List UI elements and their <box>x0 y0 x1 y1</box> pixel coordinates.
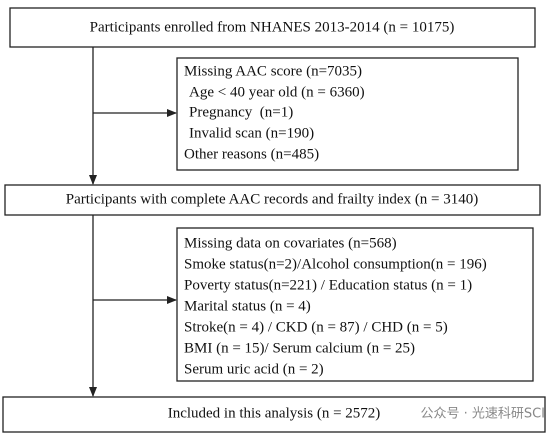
box-text: Serum uric acid (n = 2) <box>184 361 324 377</box>
box <box>176 57 519 171</box>
box <box>4 184 541 216</box>
box-text: Stroke(n = 4) / CKD (n = 87) / CHD (n = … <box>184 319 448 335</box>
box-text: BMI (n = 15)/ Serum calcium (n = 25) <box>184 340 415 356</box>
box-text: Invalid scan (n=190) <box>189 125 314 141</box>
box <box>9 7 536 48</box>
box-text: Age < 40 year old (n = 6360) <box>189 84 365 100</box>
box-text: Missing data on covariates (n=568) <box>184 235 397 251</box>
box-text: Pregnancy (n=1) <box>189 104 293 120</box>
box-text: Participants enrolled from NHANES 2013-2… <box>90 19 455 35</box>
box-text: Smoke status(n=2)/Alcohol consumption(n … <box>184 256 487 272</box>
box <box>176 227 534 382</box>
box-text: Poverty status(n=221) / Education status… <box>184 277 472 293</box>
box-text: Marital status (n = 4) <box>184 298 311 314</box>
box-text: Included in this analysis (n = 2572) <box>168 405 381 421</box>
watermark: 公众号 · 光速科研SCI <box>420 407 545 422</box>
box <box>2 396 546 433</box>
box-text: Participants with complete AAC records a… <box>66 191 479 207</box>
box-text: Other reasons (n=485) <box>184 146 319 162</box>
box-text: Missing AAC score (n=7035) <box>184 63 362 79</box>
